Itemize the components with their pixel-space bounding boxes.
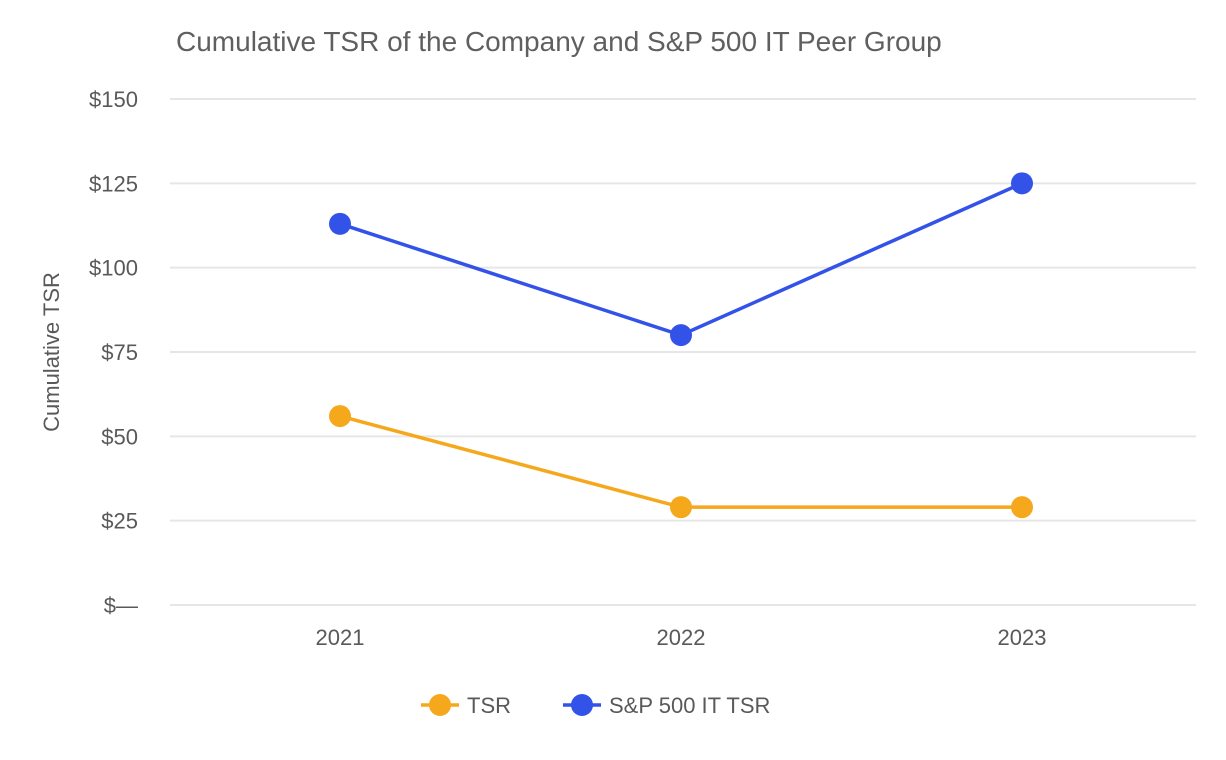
y-tick-label: $25 xyxy=(101,509,138,534)
legend-marker xyxy=(429,694,451,716)
y-tick-label: $100 xyxy=(89,256,138,281)
data-point xyxy=(1011,172,1033,195)
data-point xyxy=(1011,496,1033,519)
data-point xyxy=(329,405,351,428)
y-tick-label: $75 xyxy=(101,340,138,365)
series-layer xyxy=(329,172,1033,519)
legend-label: S&P 500 IT TSR xyxy=(609,693,770,718)
y-tick-label: $— xyxy=(104,593,138,618)
x-tick-label: 2021 xyxy=(316,625,365,650)
series-tsr xyxy=(329,405,1033,519)
data-point xyxy=(670,496,692,519)
y-tick-label: $50 xyxy=(101,424,138,449)
series-line xyxy=(339,181,1023,338)
y-tick-label: $150 xyxy=(89,87,138,112)
legend-marker xyxy=(571,694,593,716)
x-axis-ticks: 2021 2022 2023 xyxy=(316,625,1047,650)
x-tick-label: 2023 xyxy=(998,625,1047,650)
legend-label: TSR xyxy=(467,693,511,718)
y-axis-ticks: $— $25 $50 $75 $100 $125 $150 xyxy=(89,87,138,618)
grid-lines xyxy=(170,98,1196,606)
series-sp500-it-tsr xyxy=(329,172,1033,347)
legend: TSR S&P 500 IT TSR xyxy=(421,693,770,718)
y-axis-title: Cumulative TSR xyxy=(39,272,64,432)
y-tick-label: $125 xyxy=(89,171,138,196)
x-tick-label: 2022 xyxy=(657,625,706,650)
data-point xyxy=(670,324,692,347)
data-point xyxy=(329,212,351,235)
chart-title: Cumulative TSR of the Company and S&P 50… xyxy=(176,26,942,57)
legend-item: TSR xyxy=(421,693,511,718)
series-line xyxy=(339,414,1022,509)
legend-item: S&P 500 IT TSR xyxy=(563,693,770,718)
